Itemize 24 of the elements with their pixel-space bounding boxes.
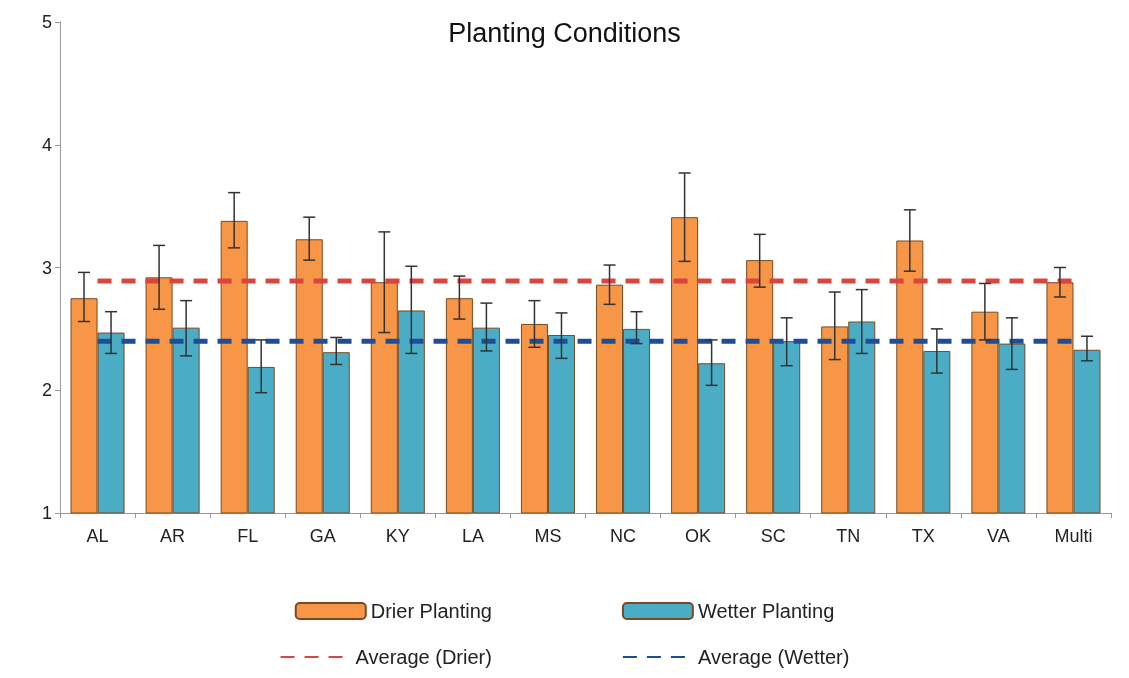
x-tick-label: FL <box>237 526 259 546</box>
x-tick-label: VA <box>987 526 1010 546</box>
y-tick-label: 4 <box>41 134 52 155</box>
x-tick-label: LA <box>461 526 484 546</box>
y-tick-label: 1 <box>41 503 52 523</box>
y-tick-label: 2 <box>41 380 52 401</box>
x-tick-label: SC <box>760 526 786 546</box>
x-tick-label: MS <box>534 526 562 546</box>
x-tick-label: NC <box>610 526 637 546</box>
x-tick-label: OK <box>685 526 712 546</box>
chart-title: Planting Conditions <box>448 17 681 48</box>
legend-label: Drier Planting <box>370 600 492 622</box>
y-tick-label: 5 <box>41 12 52 32</box>
x-tick-label: KY <box>385 526 410 546</box>
x-tick-label: GA <box>309 526 336 546</box>
legend-label: Average (Drier) <box>355 646 492 668</box>
legend-label: Wetter Planting <box>697 600 835 622</box>
x-tick-label: AR <box>160 526 186 546</box>
x-tick-label: AL <box>86 526 109 546</box>
x-tick-label: Multi <box>1054 526 1093 546</box>
x-tick-label: TX <box>911 526 935 546</box>
legend-label: Average (Wetter) <box>697 646 850 668</box>
x-tick-label: TN <box>836 526 861 546</box>
y-tick-label: 3 <box>41 257 52 278</box>
